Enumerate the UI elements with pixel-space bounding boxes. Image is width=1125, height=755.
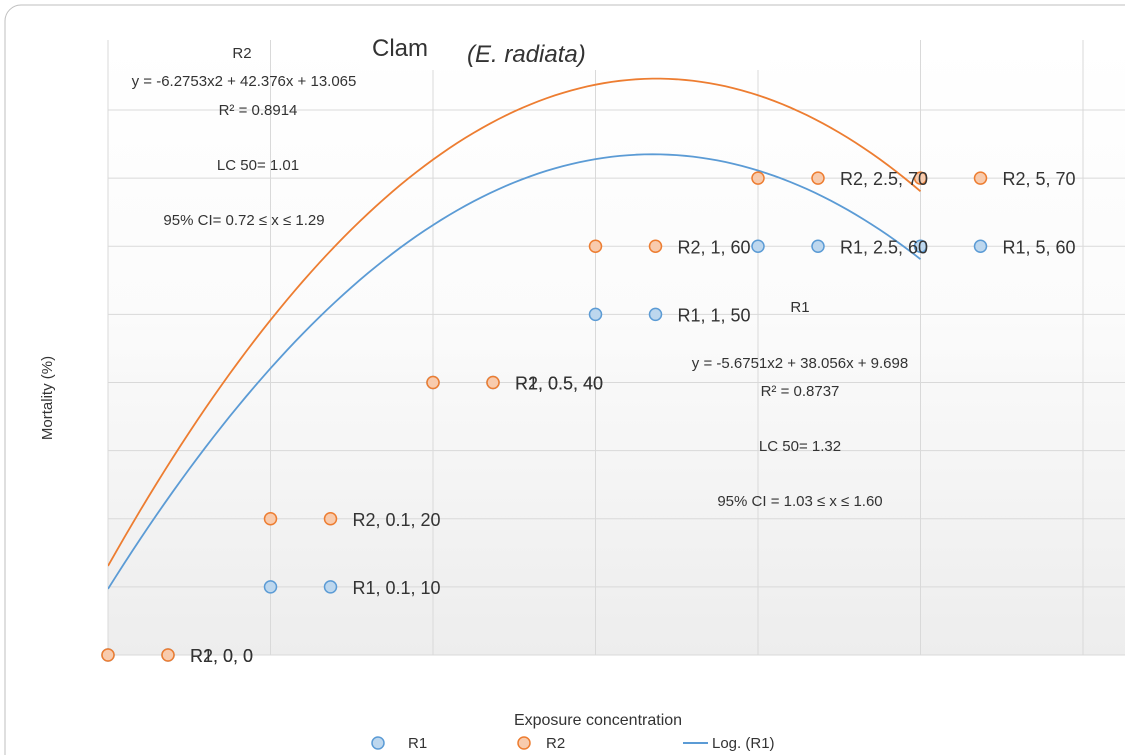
legend-r2-label: R2 xyxy=(546,735,565,752)
plot-area xyxy=(108,40,1125,655)
r1-label-marker xyxy=(648,307,663,322)
chart-title: Clam xyxy=(372,35,428,62)
r1-data-label: R1, 5, 60 xyxy=(1003,237,1076,257)
r2-label-marker xyxy=(648,239,663,253)
r2-label-marker xyxy=(811,171,825,185)
legend: R1 R2 Log. (R1) xyxy=(371,735,775,752)
r2-data-label: R2, 0, 0 xyxy=(190,646,253,666)
r2-annotation-series: R2 xyxy=(232,45,251,62)
r2-point xyxy=(101,648,115,662)
x-axis-title: Exposure concentration xyxy=(514,712,682,729)
r2-point xyxy=(588,239,603,253)
r1-annotation-equation: y = -5.6751x2 + 38.056x + 9.698 xyxy=(692,355,908,372)
r1-annotation-ci: 95% CI = 1.03 ≤ x ≤ 1.60 xyxy=(717,493,882,510)
r1-annotation-series: R1 xyxy=(790,299,809,316)
r2-data-label: R2, 0.5, 40 xyxy=(515,374,603,394)
r1-point xyxy=(588,307,603,322)
r1-label-marker xyxy=(323,580,338,594)
r2-annotation-equation: y = -6.2753x2 + 42.376x + 13.065 xyxy=(132,73,357,90)
r2-label-marker xyxy=(161,648,175,662)
r2-data-label: R2, 2.5, 70 xyxy=(840,169,928,189)
r2-point xyxy=(263,512,278,526)
legend-r2-marker xyxy=(517,736,531,750)
legend-r1-marker xyxy=(371,736,385,750)
r1-data-label: R1, 1, 50 xyxy=(678,305,751,325)
gridlines xyxy=(107,40,1125,656)
chart-title-species: (E. radiata) xyxy=(467,41,586,68)
legend-r1-label: R1 xyxy=(408,735,427,752)
r2-label-marker xyxy=(486,375,500,390)
title-background xyxy=(360,28,770,70)
r1-label-marker xyxy=(973,239,988,253)
r1-point xyxy=(751,239,765,253)
data-points xyxy=(101,171,988,662)
r2-point xyxy=(751,171,765,185)
trendline-r2 xyxy=(108,77,922,567)
r1-point xyxy=(263,580,278,594)
r1-annotation-rsquared: R² = 0.8737 xyxy=(761,383,840,400)
trendline-r1 xyxy=(108,153,922,590)
r2-data-label: R2, 5, 70 xyxy=(1003,169,1076,189)
r2-annotation-rsquared: R² = 0.8914 xyxy=(219,102,298,119)
trendlines xyxy=(108,77,922,590)
r1-annotation-lc50: LC 50= 1.32 xyxy=(759,438,841,455)
r1-data-label: R1, 2.5, 60 xyxy=(840,237,928,257)
r2-data-label: R2, 0.1, 20 xyxy=(353,510,441,530)
r1-equation-annotation: R1 y = -5.6751x2 + 38.056x + 9.698 R² = … xyxy=(692,299,908,510)
r1-data-label: R1, 0, 0 xyxy=(190,646,253,666)
r1-data-label: R1, 0.5, 40 xyxy=(515,374,603,394)
r2-equation-annotation: R2 y = -6.2753x2 + 42.376x + 13.065 R² =… xyxy=(132,45,357,229)
r2-point xyxy=(913,171,928,185)
y-axis-title: Mortality (%) xyxy=(39,356,56,440)
legend-trendline-label: Log. (R1) xyxy=(712,735,775,752)
r2-annotation-lc50: LC 50= 1.01 xyxy=(217,157,299,174)
r2-point xyxy=(426,375,440,390)
r2-data-label: R2, 1, 60 xyxy=(678,237,751,257)
r2-label-marker xyxy=(323,512,338,526)
r1-label-marker xyxy=(811,239,825,253)
r1-data-label: R1, 0.1, 10 xyxy=(353,578,441,598)
r1-point xyxy=(913,239,928,253)
r2-annotation-ci: 95% CI= 0.72 ≤ x ≤ 1.29 xyxy=(163,212,324,229)
r2-label-marker xyxy=(973,171,988,185)
